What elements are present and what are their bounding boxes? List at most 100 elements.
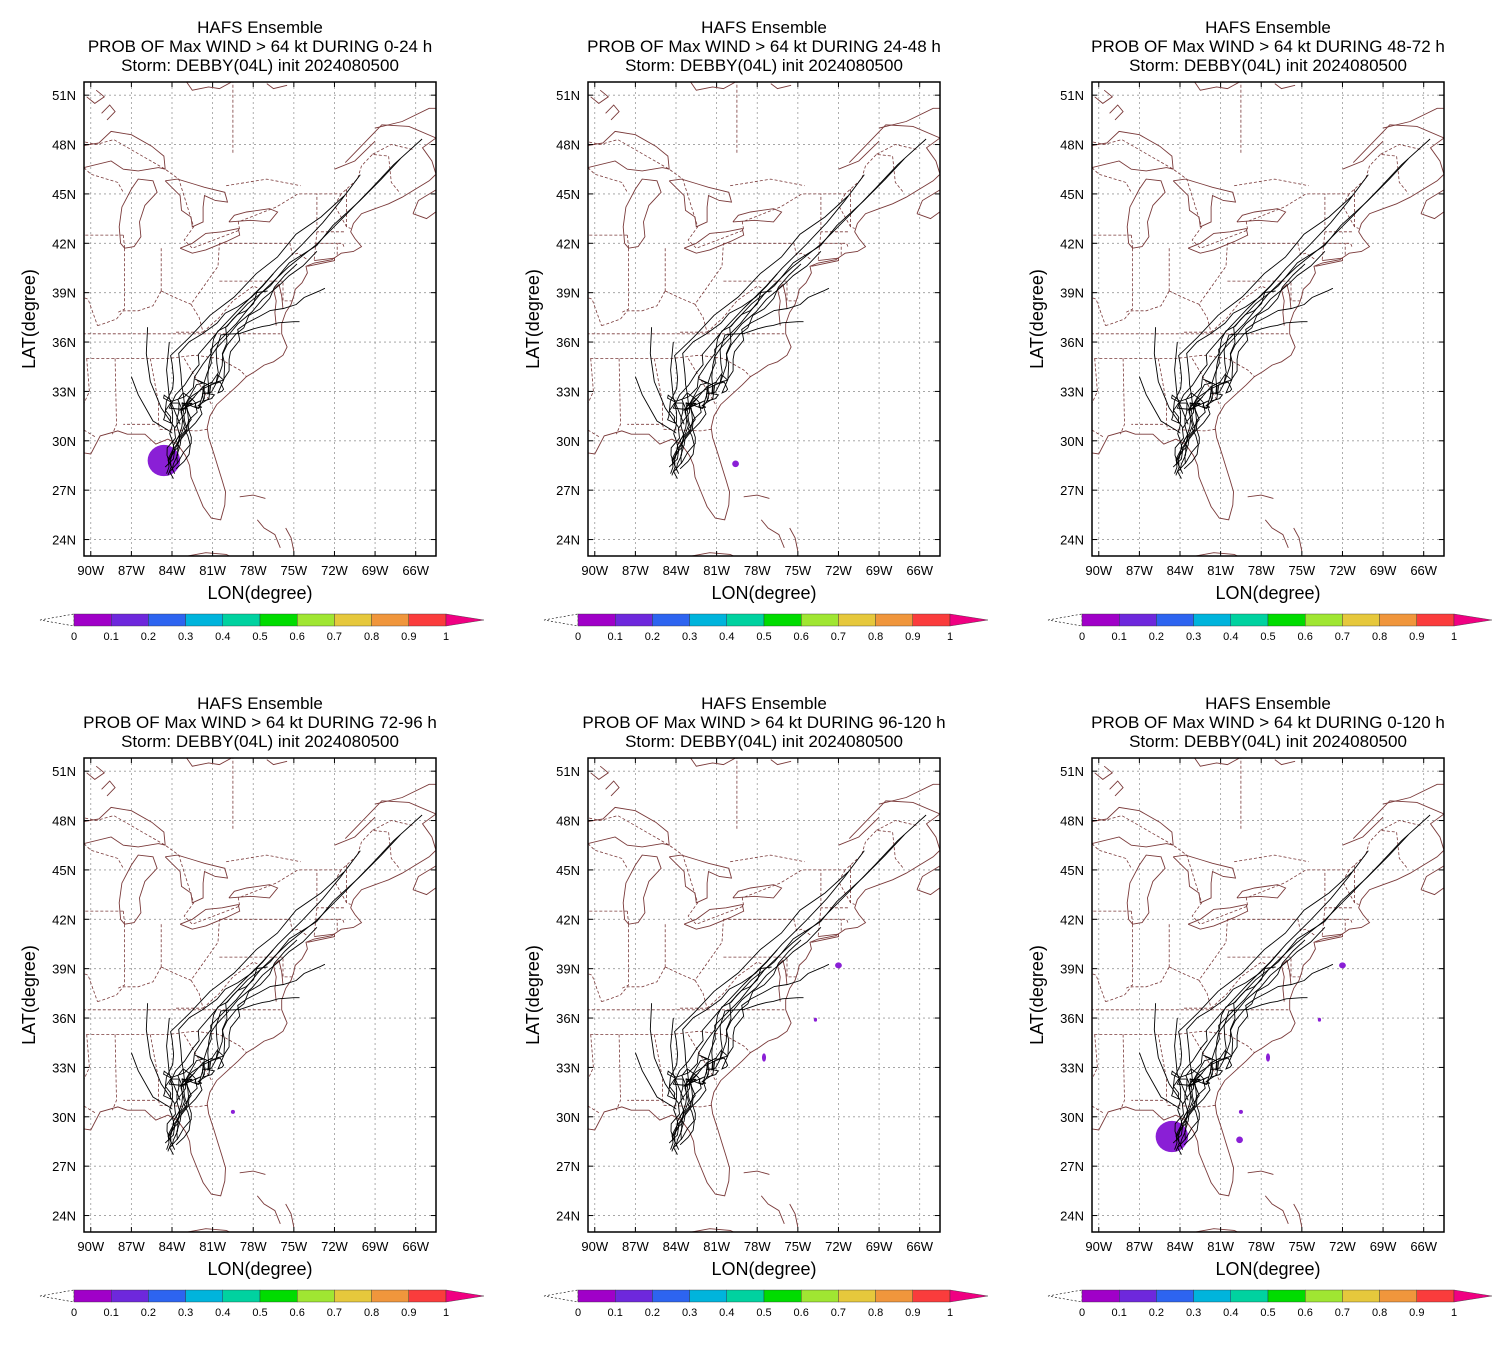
ensemble-track — [171, 834, 401, 1147]
ensemble-track — [673, 273, 778, 479]
lon-tick-label: 87W — [622, 1239, 649, 1254]
coastline — [689, 552, 735, 556]
coastline — [777, 283, 788, 326]
ensemble-track — [168, 850, 361, 1146]
ensemble-track — [1176, 939, 1306, 1137]
political-border — [694, 979, 708, 1009]
coastline — [1274, 83, 1296, 90]
political-border — [850, 865, 855, 905]
lat-tick-label: 48N — [52, 814, 76, 829]
political-border — [84, 297, 98, 326]
coastline — [689, 1228, 735, 1232]
x-axis-label: LON(degree) — [711, 583, 816, 603]
coastline — [588, 173, 940, 521]
colorbar-label: 0.1 — [104, 631, 119, 643]
map-frame — [83, 757, 437, 1233]
colorbar-label: 0.5 — [756, 1307, 771, 1319]
colorbar-label: 1 — [1451, 631, 1457, 643]
ensemble-track — [668, 963, 830, 1144]
ensemble-track — [649, 1003, 680, 1104]
colorbar-segment — [652, 1289, 690, 1303]
ensemble-track — [163, 195, 345, 474]
ensemble-track — [145, 1003, 176, 1104]
ensemble-track — [1174, 926, 1326, 1142]
political-border — [1092, 973, 1106, 1002]
lat-tick-label: 27N — [556, 1159, 580, 1174]
coastline — [690, 82, 736, 91]
political-border — [841, 918, 849, 923]
colorbar-segment — [1081, 1289, 1120, 1303]
colorbar-segment — [1304, 1289, 1343, 1303]
lon-tick-label: 90W — [1085, 563, 1112, 578]
lat-tick-label: 36N — [1060, 1011, 1084, 1026]
coastline — [668, 178, 733, 228]
lat-tick-label: 33N — [1060, 384, 1084, 399]
colorbar-segment — [297, 613, 335, 627]
colorbar-label: 0.2 — [1149, 631, 1164, 643]
ensemble-track — [675, 834, 905, 1147]
coastline — [1264, 519, 1289, 548]
political-border — [1120, 358, 1125, 435]
colorbar-label: 0.5 — [252, 1307, 267, 1319]
ensemble-track — [1177, 949, 1282, 1155]
political-border — [84, 358, 97, 438]
lat-tick-label: 39N — [52, 286, 76, 301]
political-border — [1125, 924, 1133, 989]
colorbar-segment — [408, 613, 447, 627]
ensemble-track — [1172, 963, 1334, 1144]
lon-tick-label: 72W — [1329, 563, 1356, 578]
lon-tick-label: 84W — [1167, 563, 1194, 578]
lon-tick-label: 66W — [906, 563, 933, 578]
coastline — [1236, 884, 1287, 899]
colorbar-segment — [1156, 1289, 1194, 1303]
colorbar-low-arrow — [39, 613, 75, 627]
panel-title-storm: Storm: DEBBY(04L) init 2024080500 — [121, 732, 399, 751]
colorbar-segment — [371, 1289, 410, 1303]
coastline — [690, 758, 736, 767]
probability-area — [230, 1109, 235, 1114]
ensemble-track — [672, 174, 865, 470]
coastline — [916, 189, 940, 220]
coastline — [811, 257, 839, 267]
political-border — [123, 358, 159, 425]
probability-area — [813, 1017, 818, 1022]
colorbar-label: 0.8 — [868, 631, 883, 643]
colorbar: 0 0.1 0.2 0.3 0.4 0.5 0.6 0.7 0.8 0.9 1 — [543, 1289, 989, 1319]
colorbar-segment — [652, 613, 690, 627]
political-border — [1227, 918, 1316, 937]
lat-tick-label: 45N — [556, 187, 580, 202]
map-area: 90W 87W 84W 81W 78W 75W 72W 69W 66W 51N 48N 45N 42N 3… — [1027, 81, 1445, 603]
coastline — [374, 783, 436, 805]
lat-tick-label: 36N — [52, 335, 76, 350]
lat-tick-label: 24N — [1060, 1209, 1084, 1224]
ensemble-track — [166, 250, 318, 466]
coastline — [1420, 865, 1444, 896]
lon-tick-label: 72W — [1329, 1239, 1356, 1254]
political-border — [84, 843, 124, 869]
political-border — [112, 1034, 117, 1111]
panel-title-prob: PROB OF Max WIND > 64 kt DURING 72-96 h — [83, 713, 437, 732]
coastline — [732, 208, 783, 223]
political-border — [1105, 290, 1170, 326]
political-border — [84, 1030, 247, 1053]
coastline — [683, 903, 745, 930]
political-border — [314, 242, 338, 255]
map-area: 90W 87W 84W 81W 78W 75W 72W 69W 66W 51N 48N 45N 42N 3… — [523, 81, 941, 603]
lat-tick-label: 33N — [1060, 1060, 1084, 1075]
ensemble-track — [1174, 1017, 1189, 1101]
colorbar-segment — [726, 613, 765, 627]
ensemble-track — [679, 997, 804, 1140]
political-border — [1380, 820, 1422, 831]
ensemble-track — [673, 949, 778, 1155]
lon-tick-label: 72W — [825, 563, 852, 578]
colorbar-low-arrow — [543, 613, 579, 627]
coastline — [1187, 227, 1249, 254]
political-border — [346, 189, 351, 229]
coastline — [307, 257, 335, 267]
coastline — [732, 884, 783, 899]
coastline — [1281, 959, 1292, 1002]
coastline — [588, 130, 670, 172]
political-border — [627, 1034, 663, 1101]
coastline — [848, 124, 940, 175]
